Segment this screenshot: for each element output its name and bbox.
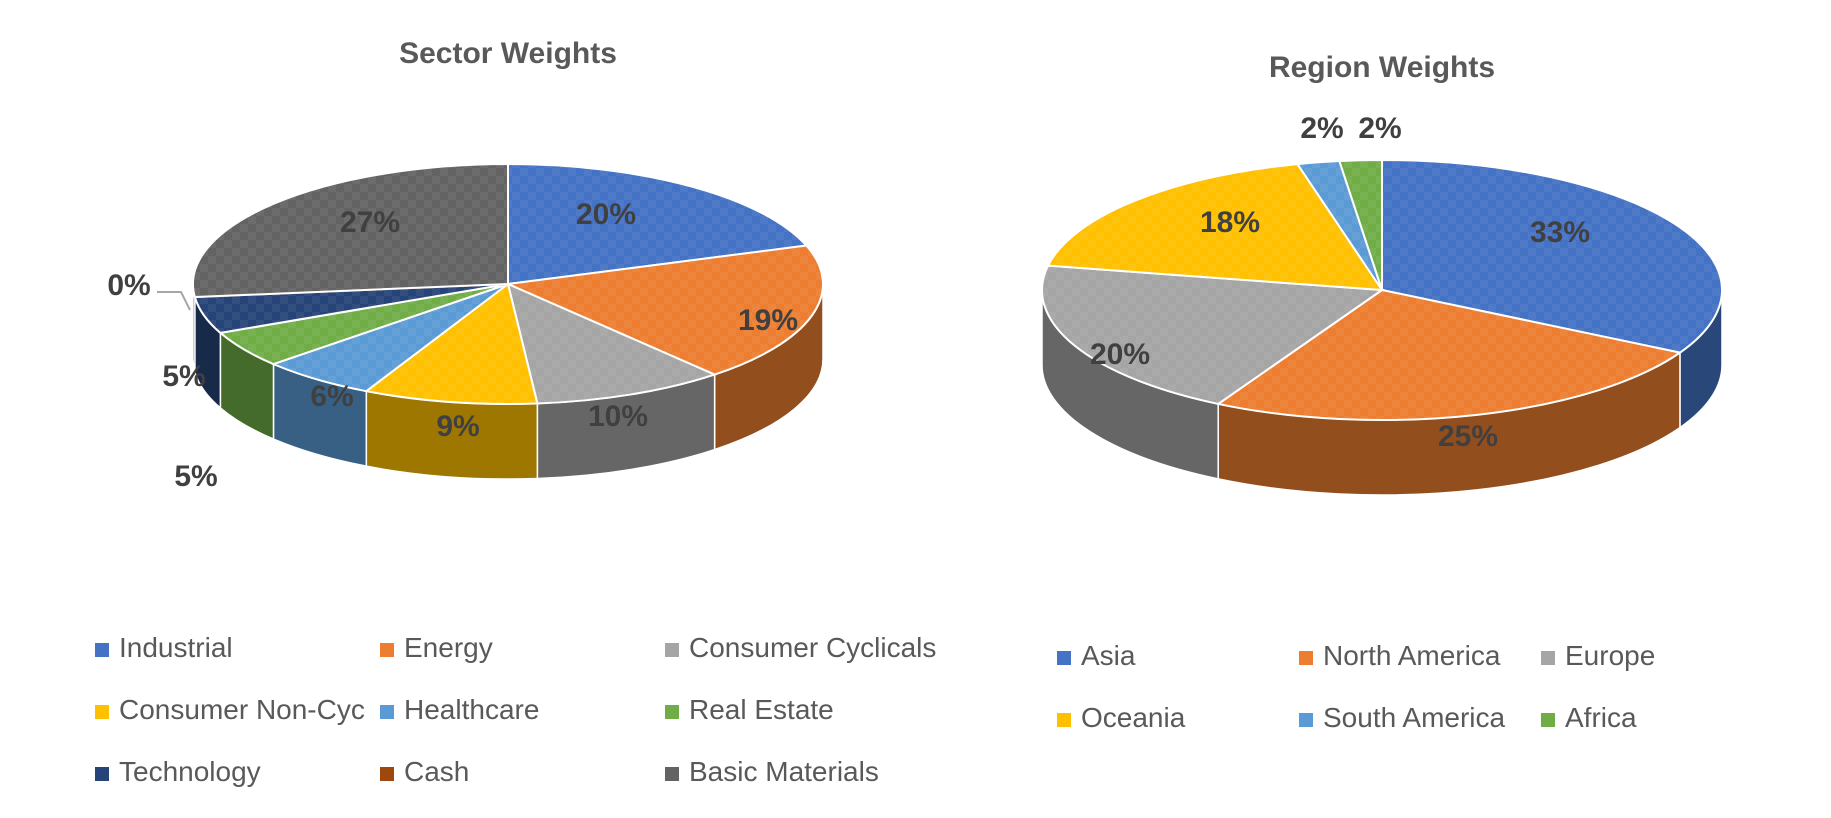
sector-label-basic-materials: 27% [340, 206, 400, 239]
sector-legend-label: Industrial [119, 632, 233, 663]
region-legend-swatch [1299, 651, 1313, 665]
region-legend-label: South America [1323, 702, 1506, 733]
sector-legend-label: Basic Materials [689, 756, 879, 787]
region-weights-chart: Region Weights 33% 25% 20% 18% 2% 2% Asia Nort… [1041, 51, 1723, 733]
sector-legend-swatch [380, 767, 394, 781]
region-legend-label: Africa [1565, 702, 1637, 733]
sector-legend-label: Cash [404, 756, 469, 787]
sector-label-technology: 5% [174, 460, 217, 493]
sector-legend-swatch [665, 767, 679, 781]
sector-legend-label: Consumer Non-Cyc [119, 694, 365, 725]
sector-label-cash: 0% [107, 269, 150, 302]
region-legend-swatch [1057, 651, 1071, 665]
sector-legend-item-consumer-cyclicals: Consumer Cyclicals [665, 632, 936, 663]
sector-legend-item-healthcare: Healthcare [380, 694, 539, 725]
sector-slice-industrial-texture [508, 164, 807, 284]
region-legend-item-south-america: South America [1299, 702, 1506, 733]
region-legend-swatch [1541, 713, 1555, 727]
sector-legend-label: Energy [404, 632, 493, 663]
sector-slice-consumer-cyclicals-texture [508, 284, 715, 404]
sector-label-consumer-cyclicals: 10% [588, 400, 648, 433]
sector-legend-swatch [95, 767, 109, 781]
region-label-asia: 33% [1530, 216, 1590, 249]
region-slice-oceania-texture [1048, 164, 1382, 290]
sector-legend-item-real-estate: Real Estate [665, 694, 834, 725]
sector-slice-real-estate-texture [220, 284, 508, 365]
region-legend-item-europe: Europe [1541, 640, 1655, 671]
sector-legend-swatch [380, 705, 394, 719]
region-pie-slices [1041, 158, 1723, 421]
region-legend: Asia North America Europe Oceania South Amer… [1057, 640, 1655, 733]
region-legend-swatch [1541, 651, 1555, 665]
sector-legend-swatch [95, 705, 109, 719]
sector-slice-consumer-non-cyc-texture [366, 284, 538, 404]
region-slice-europe-texture [1042, 265, 1382, 404]
region-slice-africa-texture [1339, 160, 1382, 290]
sector-legend-label: Consumer Cyclicals [689, 632, 936, 663]
sector-slice-basic-materials-texture [192, 164, 508, 298]
sector-legend-item-energy: Energy [380, 632, 493, 663]
region-legend-label: Europe [1565, 640, 1655, 671]
region-legend-item-asia: Asia [1057, 640, 1136, 671]
region-slice-south-america-texture [1297, 161, 1382, 290]
sector-legend-swatch [95, 643, 109, 657]
sector-slice-healthcare-texture [273, 284, 508, 392]
region-label-north-america: 25% [1438, 420, 1498, 453]
sector-legend-swatch [665, 705, 679, 719]
region-data-labels: 33% 25% 20% 18% 2% 2% [1090, 112, 1590, 453]
region-chart-title: Region Weights [1269, 51, 1495, 84]
region-slice-north-america-texture [1218, 290, 1680, 420]
region-label-africa: 2% [1358, 112, 1401, 145]
sector-label-industrial: 20% [576, 198, 636, 231]
sector-label-energy: 19% [738, 304, 798, 337]
sector-leader-lines [157, 291, 191, 311]
sector-label-consumer-non-cyc: 9% [436, 410, 479, 443]
region-legend-swatch [1299, 713, 1313, 727]
sector-label-real-estate: 5% [162, 360, 205, 393]
region-legend-label: Oceania [1081, 702, 1186, 733]
sector-chart-title: Sector Weights [399, 37, 617, 70]
sector-leader-line-cash [157, 291, 191, 311]
sector-legend: Industrial Energy Consumer Cyclicals Consum… [95, 632, 936, 787]
sector-legend-item-industrial: Industrial [95, 632, 233, 663]
sector-legend-label: Real Estate [689, 694, 834, 725]
region-label-oceania: 18% [1200, 206, 1260, 239]
sector-slice-technology-texture [194, 284, 508, 333]
region-legend-item-oceania: Oceania [1057, 702, 1186, 733]
region-legend-item-north-america: North America [1299, 640, 1501, 671]
sector-legend-label: Technology [119, 756, 261, 787]
sector-legend-item-cash: Cash [380, 756, 469, 787]
sector-slice-energy-texture [508, 245, 824, 375]
region-legend-label: Asia [1081, 640, 1136, 671]
sector-label-healthcare: 6% [310, 380, 353, 413]
region-legend-label: North America [1323, 640, 1501, 671]
sector-legend-item-consumer-non-cyc: Consumer Non-Cyc [95, 694, 365, 725]
sector-legend-item-technology: Technology [95, 756, 261, 787]
sector-legend-swatch [665, 643, 679, 657]
region-legend-item-africa: Africa [1541, 702, 1637, 733]
region-slice-asia-texture [1382, 160, 1723, 353]
sector-legend-item-basic-materials: Basic Materials [665, 756, 879, 787]
sector-pie-slices [192, 162, 824, 406]
region-label-europe: 20% [1090, 338, 1150, 371]
sector-legend-swatch [380, 643, 394, 657]
sector-weights-chart: Sector Weights 20% 19% 10% 9% 6% 5% 5% 0% 27% In… [95, 37, 936, 787]
region-legend-swatch [1057, 713, 1071, 727]
region-label-south-america: 2% [1300, 112, 1343, 145]
sector-data-labels: 20% 19% 10% 9% 6% 5% 5% 0% 27% [107, 198, 798, 493]
sector-legend-label: Healthcare [404, 694, 539, 725]
